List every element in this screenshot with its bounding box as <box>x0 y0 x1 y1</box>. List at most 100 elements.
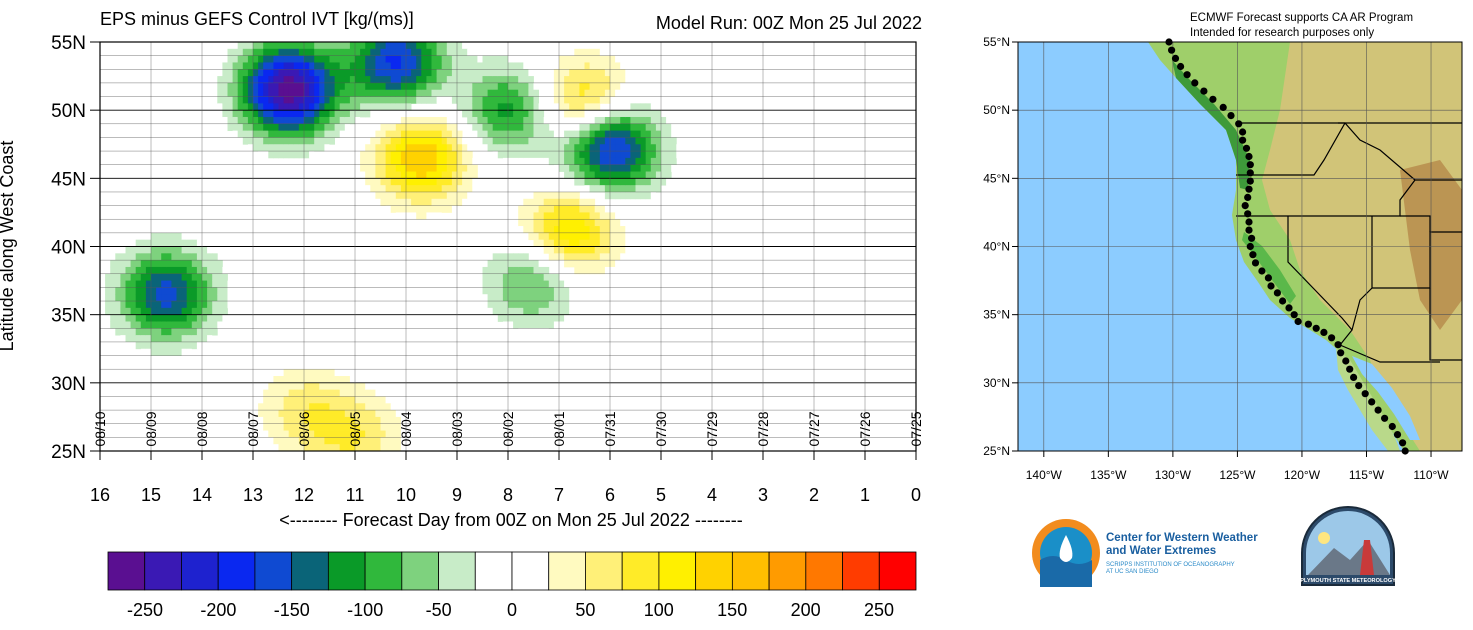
heatmap-cell <box>548 130 555 138</box>
heatmap-cell <box>360 444 366 452</box>
heatmap-cell <box>181 287 188 295</box>
heatmap-cell <box>599 205 606 213</box>
heatmap-cell <box>186 246 193 254</box>
coast-point <box>1312 324 1320 332</box>
heatmap-cell <box>293 89 300 97</box>
heatmap-cell <box>365 403 371 411</box>
heatmap-cell <box>548 307 555 316</box>
heatmap-cell <box>329 437 335 445</box>
heatmap-cell <box>502 321 509 329</box>
heatmap-cell <box>426 212 432 220</box>
heatmap-cell <box>451 191 458 200</box>
heatmap-cell <box>426 55 432 63</box>
heatmap-cell <box>263 116 269 125</box>
heatmap-cell <box>186 348 193 356</box>
heatmap-cell <box>120 266 126 275</box>
coast-point <box>1219 103 1227 111</box>
heatmap-cell <box>671 130 677 138</box>
heatmap-cell <box>523 321 529 329</box>
heatmap-cell <box>283 89 290 97</box>
heatmap-cell <box>436 123 443 132</box>
heatmap-cell <box>171 348 177 356</box>
heatmap-cell <box>181 328 188 336</box>
heatmap-cell <box>380 55 386 63</box>
heatmap-cell <box>599 55 606 63</box>
date-label: 08/03 <box>449 411 465 446</box>
heatmap-cell <box>533 219 539 227</box>
heatmap-cell <box>457 42 463 50</box>
heatmap-cell <box>140 287 147 295</box>
heatmap-cell <box>217 103 223 111</box>
heatmap-cell <box>344 62 351 70</box>
heatmap-cell <box>344 110 351 118</box>
heatmap-cell <box>502 144 509 152</box>
heatmap-cell <box>655 171 662 179</box>
heatmap-cell <box>574 151 580 159</box>
heatmap-cell <box>492 62 499 70</box>
heatmap-cell <box>610 144 616 152</box>
heatmap-cell <box>360 164 366 172</box>
heatmap-cell <box>411 55 417 63</box>
heatmap-cell <box>431 76 437 84</box>
heatmap-cell <box>472 185 478 193</box>
heatmap-cell <box>370 110 376 118</box>
colorbar-box <box>438 551 476 591</box>
heatmap-cell <box>472 82 478 91</box>
heatmap-cell <box>431 42 437 50</box>
heatmap-cell <box>528 151 534 159</box>
heatmap-cell <box>217 307 223 316</box>
heatmap-cell <box>497 62 504 70</box>
heatmap-cell <box>222 96 228 104</box>
heatmap-cell <box>492 266 499 275</box>
heatmap-cell <box>650 171 657 179</box>
heatmap-cell <box>610 260 616 268</box>
heatmap-cell <box>620 157 626 166</box>
map-lon-label: 110°W <box>1413 468 1449 482</box>
heatmap-cell <box>635 123 641 132</box>
heatmap-cell <box>314 42 320 50</box>
heatmap-cell <box>467 76 473 84</box>
heatmap-cell <box>125 253 131 261</box>
heatmap-cell <box>559 314 565 322</box>
heatmap-cell <box>411 212 417 220</box>
heatmap-cell <box>640 103 647 111</box>
heatmap-cell <box>416 55 422 63</box>
heatmap-cell <box>523 151 529 159</box>
heatmap-cell <box>630 130 636 138</box>
heatmap-cell <box>309 416 315 425</box>
heatmap-cell <box>518 266 524 275</box>
psu-text: PLYMOUTH STATE METEOROLOGY <box>1300 578 1396 584</box>
heatmap-cell <box>518 76 524 84</box>
heatmap-cell <box>309 151 315 159</box>
heatmap-cell <box>380 76 386 84</box>
heatmap-cell <box>492 144 499 152</box>
heatmap-cell <box>263 403 269 411</box>
heatmap-cell <box>232 116 239 125</box>
date-label: 08/01 <box>551 411 567 446</box>
heatmap-cell <box>451 76 458 84</box>
heatmap-cell <box>406 157 412 166</box>
coast-point <box>1242 144 1251 152</box>
heatmap-cell <box>441 48 448 57</box>
heatmap-cell <box>298 389 305 397</box>
heatmap-cell <box>589 246 596 254</box>
heatmap-cell <box>533 287 539 295</box>
heatmap-cell <box>574 69 580 77</box>
heatmap-cell <box>589 96 596 104</box>
heatmap-cell <box>502 96 509 104</box>
heatmap-cell <box>355 416 361 425</box>
coast-point <box>1241 202 1249 210</box>
heatmap-cell <box>309 96 315 104</box>
heatmap-cell <box>400 76 407 84</box>
heatmap-cell <box>166 294 172 302</box>
heatmap-cell <box>217 62 223 70</box>
heatmap-cell <box>156 273 162 281</box>
heatmap-cell <box>314 382 320 391</box>
heatmap-cell <box>416 185 422 193</box>
heatmap-cell <box>202 287 208 295</box>
heatmap-cell <box>594 89 601 97</box>
heatmap-cell <box>492 103 499 111</box>
heatmap-cell <box>661 164 667 172</box>
heatmap-cell <box>304 137 310 145</box>
heatmap-cell <box>421 116 427 125</box>
